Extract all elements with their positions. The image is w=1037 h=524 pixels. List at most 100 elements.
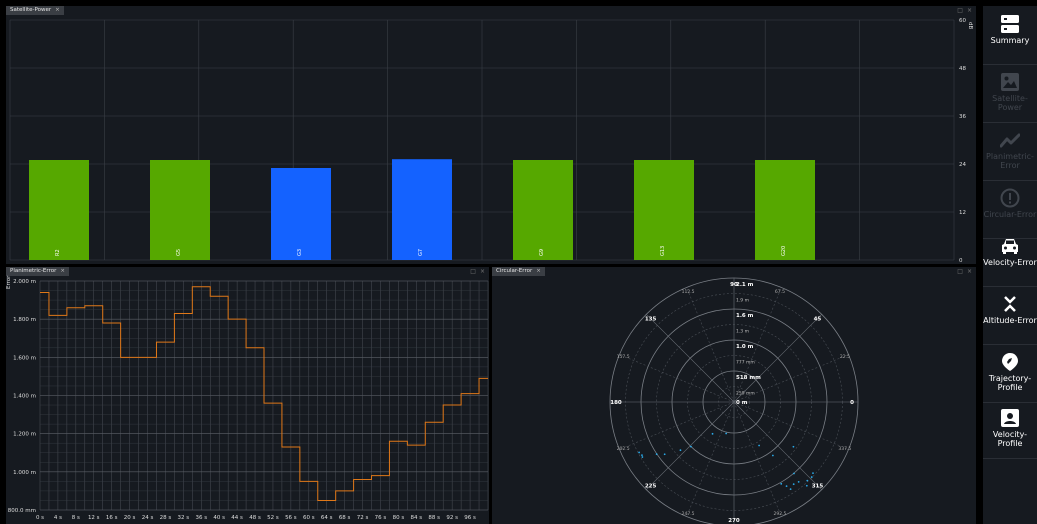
data-point xyxy=(806,485,808,487)
y-tick-label: 1.800 m xyxy=(13,317,36,323)
bar-label: G13 xyxy=(660,246,666,256)
sidebar-item-trajectory-profile[interactable]: Trajectory-Profile xyxy=(983,344,1037,403)
bar xyxy=(392,159,452,260)
data-point xyxy=(786,485,788,487)
radial-label: 777 mm xyxy=(736,360,755,366)
x-tick-label: 56 s xyxy=(285,515,297,521)
data-point xyxy=(690,446,692,448)
x-tick-label: 8 s xyxy=(72,515,80,521)
angle-label: 202.5 xyxy=(617,446,630,452)
angle-label: 135 xyxy=(645,317,657,323)
angle-label: 157.5 xyxy=(617,354,630,360)
polar-spoke xyxy=(734,402,822,490)
data-point xyxy=(793,446,795,448)
data-point xyxy=(793,483,795,485)
x-tick-label: 44 s xyxy=(231,515,243,521)
sidebar-item-summary[interactable]: Summary xyxy=(983,6,1037,65)
x-tick-label: 48 s xyxy=(249,515,261,521)
angle-label: 337.5 xyxy=(838,446,851,452)
radial-label: 1.9 m xyxy=(736,298,749,304)
sidebar-item-label: Trajectory-Profile xyxy=(983,374,1037,392)
y-tick-label: 2.000 m xyxy=(13,279,36,285)
data-point xyxy=(712,433,714,435)
x-tick-label: 76 s xyxy=(375,515,387,521)
bar-label: G7 xyxy=(418,249,424,256)
bar xyxy=(634,160,694,260)
radial-label: 1.3 m xyxy=(736,329,749,335)
data-point xyxy=(656,453,658,455)
sidebar-item-label: Summary xyxy=(991,36,1030,45)
x-tick-label: 64 s xyxy=(321,515,333,521)
x-tick-label: 84 s xyxy=(411,515,423,521)
data-point xyxy=(798,481,800,483)
circular-error-chart: 0 22.5 45 67.5 90 112.5 135 157.5 180 202.5 225 247… xyxy=(492,267,976,524)
x-tick-label: 88 s xyxy=(428,515,440,521)
angle-label: 315 xyxy=(812,483,824,489)
image-icon xyxy=(1000,72,1020,92)
data-point xyxy=(793,473,795,475)
bar-label: G5 xyxy=(176,249,182,256)
polar-spoke xyxy=(687,287,734,402)
x-tick-label: 80 s xyxy=(393,515,405,521)
sidebar-item-satellite-power[interactable]: Satellite-Power xyxy=(983,64,1037,123)
x-tick-label: 92 s xyxy=(446,515,458,521)
x-tick-label: 36 s xyxy=(195,515,207,521)
polar-spoke xyxy=(619,355,734,402)
sidebar-item-planimetric-error[interactable]: Planimetric-Error xyxy=(983,122,1037,181)
bar xyxy=(150,160,210,260)
y-tick-label: 60 xyxy=(959,18,966,24)
circular-error-panel: Circular-Error × □ × 0 22.5 45 67.5 90 112.5 1… xyxy=(492,267,976,524)
angle-label: 225 xyxy=(645,483,657,489)
polar-spoke xyxy=(646,402,734,490)
x-tick-label: 20 s xyxy=(124,515,136,521)
polar-spoke xyxy=(734,314,822,402)
y-tick-label: 800.0 mm xyxy=(8,508,36,514)
sidebar-item-label: Velocity-Profile xyxy=(983,430,1037,448)
bar xyxy=(755,160,815,260)
angle-label: 112.5 xyxy=(682,289,695,295)
sidebar-item-velocity-profile[interactable]: Velocity-Profile xyxy=(983,400,1037,459)
polar-spoke xyxy=(734,402,781,517)
altitude-icon xyxy=(1000,294,1020,314)
data-point xyxy=(680,449,682,451)
bar xyxy=(29,160,89,260)
y-tick-label: 1.200 m xyxy=(13,432,36,438)
data-point xyxy=(725,433,727,435)
sidebar-item-label: Circular-Error xyxy=(984,210,1037,219)
x-tick-label: 32 s xyxy=(178,515,190,521)
x-tick-label: 12 s xyxy=(88,515,100,521)
y-tick-label: 1.000 m xyxy=(13,470,36,476)
bar-label: G9 xyxy=(539,249,545,256)
sidebar-item-label: Satellite-Power xyxy=(983,94,1037,112)
data-point xyxy=(664,453,666,455)
radial-label: 259 mm xyxy=(736,391,755,397)
sidebar: Summary Satellite-Power Planimetric-Erro… xyxy=(983,6,1037,524)
sidebar-item-label: Altitude-Error xyxy=(983,316,1037,325)
bar-label: G3 xyxy=(297,249,303,256)
y-tick-label: 36 xyxy=(959,114,966,120)
data-point xyxy=(641,456,643,458)
planimetric-error-chart: 800.0 mm 1.000 m 1.200 m 1.400 m 1.600 m 1.80… xyxy=(6,267,489,524)
polar-spoke xyxy=(619,402,734,449)
angle-label: 0 xyxy=(850,400,854,406)
data-point xyxy=(806,480,808,482)
profile-icon xyxy=(1000,408,1020,428)
y-tick-label: 48 xyxy=(959,66,966,72)
trend-icon xyxy=(1000,130,1020,150)
data-point xyxy=(780,483,782,485)
x-tick-label: 28 s xyxy=(160,515,172,521)
x-tick-label: 4 s xyxy=(54,515,62,521)
sidebar-item-velocity-error[interactable]: Velocity-Error xyxy=(983,228,1037,287)
y-tick-label: 1.400 m xyxy=(13,394,36,400)
polar-spoke xyxy=(687,402,734,517)
alert-circle-icon xyxy=(1000,188,1020,208)
angle-label: 292.5 xyxy=(773,511,786,517)
sidebar-item-altitude-error[interactable]: Altitude-Error xyxy=(983,286,1037,345)
data-point xyxy=(812,472,814,474)
data-point xyxy=(811,476,813,478)
y-tick-label: 0 xyxy=(959,258,963,264)
bar-label: G20 xyxy=(781,246,787,256)
radial-label: 518 mm xyxy=(736,375,761,381)
angle-label: 270 xyxy=(728,518,740,524)
y-tick-label: 24 xyxy=(959,162,966,168)
